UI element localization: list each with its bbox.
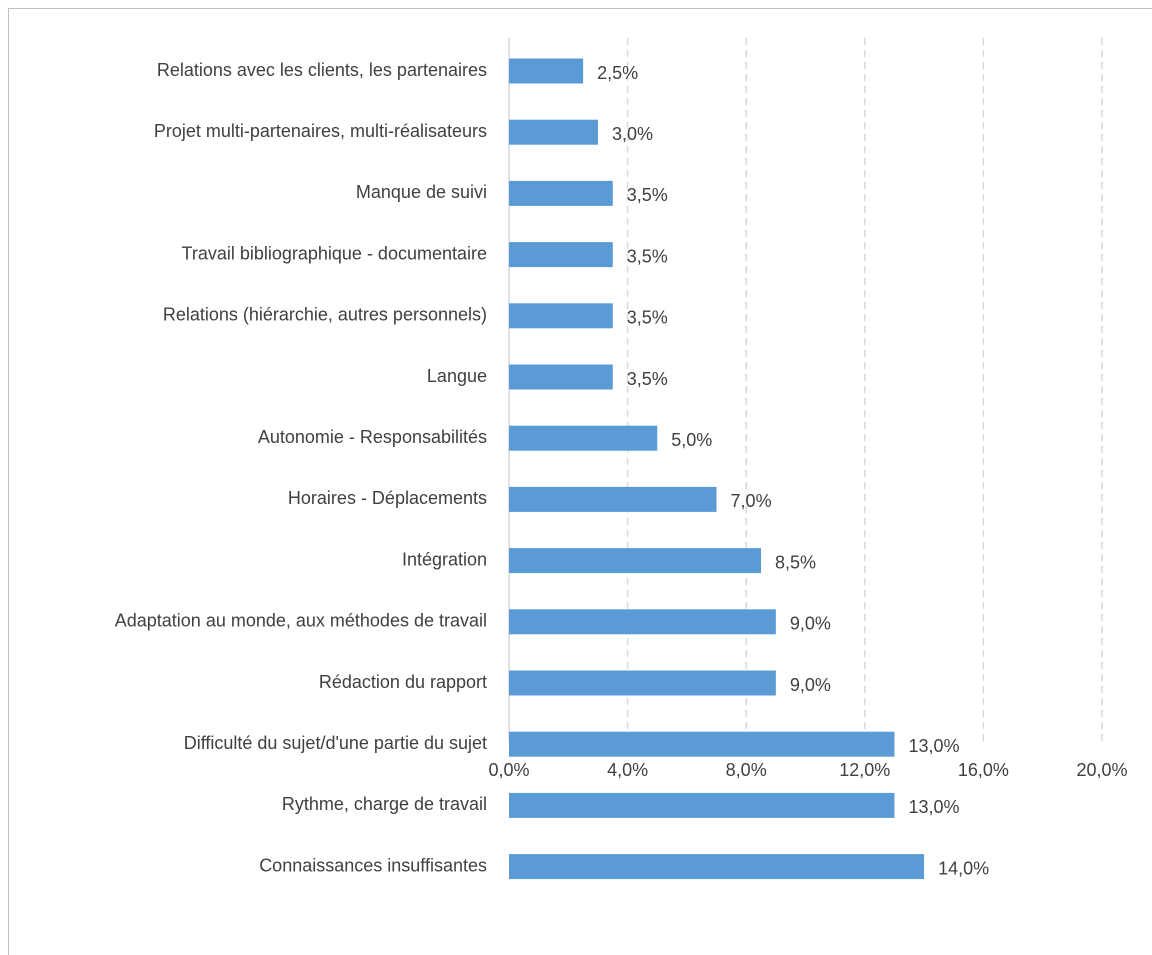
category-label: Connaissances insuffisantes [259,855,487,875]
data-label: 2,5% [597,63,638,83]
bar [509,303,613,329]
category-label: Intégration [402,549,487,569]
data-label: 8,5% [775,552,816,572]
category-label: Langue [427,366,487,386]
data-label: 3,5% [627,246,668,266]
x-tick-label: 16,0% [958,760,1009,780]
bar [509,670,776,696]
data-label: 3,5% [627,185,668,205]
bar [509,242,613,268]
x-tick-label: 4,0% [607,760,648,780]
category-label: Adaptation au monde, aux méthodes de tra… [115,611,487,631]
x-tick-label: 0,0% [488,760,529,780]
category-label: Relations avec les clients, les partenai… [157,60,487,80]
bar [509,731,895,757]
bar [509,58,584,84]
data-label: 3,5% [627,308,668,328]
bar [509,609,776,635]
data-label: 14,0% [938,858,989,878]
data-label: 3,5% [627,369,668,389]
labels: 0,0% 4,0% 8,0% 12,0% 16,0% 20,0% Relations ave… [115,60,1128,879]
category-label: Rythme, charge de travail [282,794,487,814]
data-label: 5,0% [671,430,712,450]
category-label: Manque de suivi [356,182,487,202]
category-label: Rédaction du rapport [319,672,487,692]
bar [509,854,925,880]
category-label: Travail bibliographique - documentaire [182,243,488,263]
bar [509,119,598,145]
x-tick-label: 12,0% [839,760,890,780]
data-label: 3,0% [612,124,653,144]
bar [509,364,613,390]
bar [509,425,658,451]
category-label: Autonomie - Responsabilités [258,427,487,447]
data-label: 9,0% [790,675,831,695]
bar [509,548,762,574]
data-label: 13,0% [908,797,959,817]
x-tick-label: 8,0% [726,760,767,780]
category-label: Horaires - Déplacements [288,488,487,508]
data-label: 9,0% [790,614,831,634]
data-label: 13,0% [908,736,959,756]
x-tick-label: 20,0% [1076,760,1127,780]
data-label: 7,0% [731,491,772,511]
bar [509,792,895,818]
category-label: Difficulté du sujet/d'une partie du suje… [184,733,487,753]
bars [509,58,925,880]
category-label: Projet multi-partenaires, multi-réalisat… [154,121,487,141]
category-label: Relations (hiérarchie, autres personnels… [163,305,487,325]
bar [509,180,613,206]
bar [509,486,717,512]
